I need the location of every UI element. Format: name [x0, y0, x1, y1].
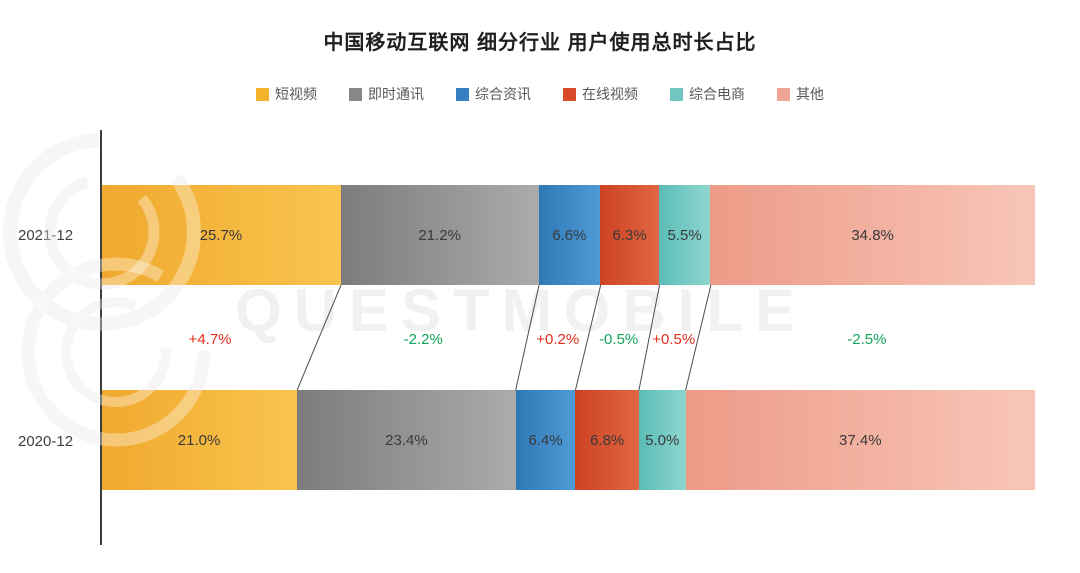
segment-value-label: 6.3% — [612, 226, 647, 244]
change-label: -2.5% — [847, 331, 887, 348]
segment-value-label: 5.0% — [645, 431, 680, 449]
bar-segment: 34.8% — [710, 185, 1035, 285]
legend-label: 短视频 — [275, 86, 317, 102]
legend-swatch-icon — [563, 87, 576, 101]
legend-item-2: 综合资讯 — [456, 84, 531, 104]
segment-value-label: 21.2% — [418, 226, 461, 244]
category-label-2021-12: 2021-12 — [18, 227, 74, 244]
bar-segment: 6.8% — [575, 390, 639, 490]
segment-value-label: 5.5% — [667, 226, 702, 244]
bar-segment: 6.3% — [600, 185, 659, 285]
legend-item-0: 短视频 — [256, 84, 317, 104]
legend-swatch-icon — [256, 87, 269, 101]
change-label: +0.5% — [652, 331, 696, 348]
bar-segment: 5.5% — [658, 185, 711, 285]
segment-value-label: 34.8% — [851, 226, 894, 244]
legend-item-1: 即时通讯 — [349, 84, 424, 104]
bar-segment: 37.4% — [685, 390, 1035, 490]
segment-value-label: 37.4% — [839, 431, 882, 449]
legend-label: 即时通讯 — [368, 86, 424, 102]
segment-value-label: 23.4% — [385, 431, 428, 449]
legend-label: 综合电商 — [689, 86, 745, 102]
legend-swatch-icon — [456, 87, 469, 101]
segment-value-label: 25.7% — [199, 226, 243, 244]
bar-segment: 6.4% — [515, 390, 576, 490]
legend-swatch-icon — [349, 87, 362, 101]
legend-swatch-icon — [670, 87, 683, 101]
segment-value-label: 6.8% — [590, 431, 625, 449]
legend-item-5: 其他 — [777, 84, 824, 104]
bar-segment: 5.0% — [638, 390, 686, 490]
bar-segment: 23.4% — [297, 390, 516, 490]
change-labels-row: +4.7% -2.2% +0.2% -0.5% +0.5% -2.5% — [101, 331, 1035, 351]
category-label-2020-12: 2020-12 — [18, 433, 74, 450]
legend-item-3: 在线视频 — [563, 84, 638, 104]
stacked-bar-2020-12: 21.0% 23.4% 6.4% 6.8% 5.0% 37.4% — [101, 390, 1035, 490]
change-label: +0.2% — [536, 331, 580, 348]
change-label: +4.7% — [188, 331, 232, 348]
bar-segment: 6.6% — [538, 185, 601, 285]
legend-label: 在线视频 — [582, 86, 638, 102]
legend-swatch-icon — [777, 87, 790, 101]
bar-segment: 25.7% — [101, 185, 341, 285]
chart-legend: 短视频 即时通讯 综合资讯 在线视频 综合电商 其他 — [0, 84, 1080, 104]
bar-segment: 21.0% — [101, 390, 298, 490]
segment-value-label: 21.0% — [177, 431, 221, 449]
change-label: -2.2% — [403, 331, 443, 348]
legend-item-4: 综合电商 — [670, 84, 745, 104]
chart-title: 中国移动互联网 细分行业 用户使用总时长占比 — [323, 32, 757, 54]
segment-value-label: 6.4% — [528, 431, 563, 449]
change-label: -0.5% — [599, 331, 639, 348]
legend-label: 综合资讯 — [475, 86, 531, 102]
segment-value-label: 6.6% — [552, 226, 587, 244]
legend-label: 其他 — [796, 86, 824, 102]
stacked-bar-2021-12: 25.7% 21.2% 6.6% 6.3% 5.5% 34.8% — [101, 185, 1035, 285]
bar-segment: 21.2% — [340, 185, 539, 285]
